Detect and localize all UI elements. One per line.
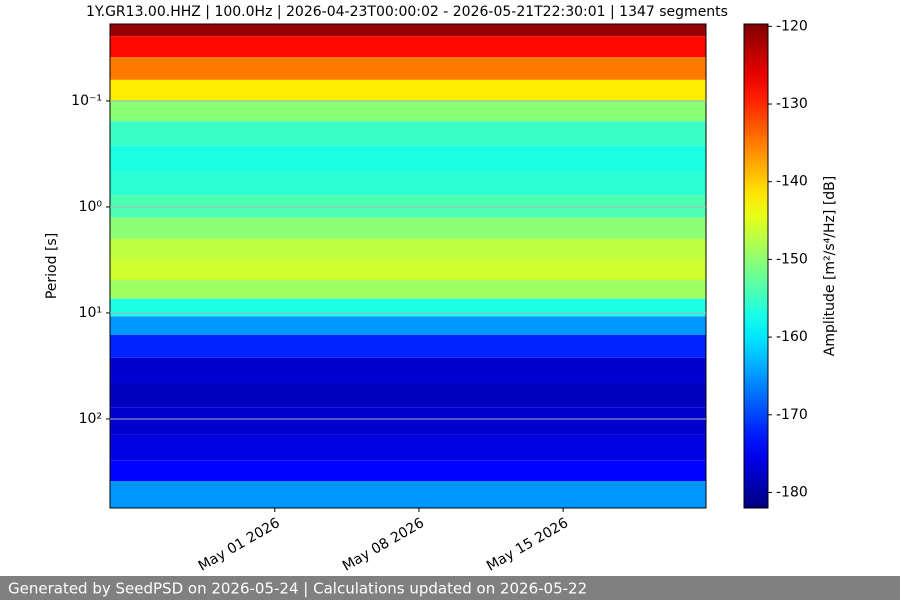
heatmap-row xyxy=(110,171,706,196)
y-tick-label: 10² xyxy=(79,411,102,427)
heatmap-row xyxy=(110,259,706,281)
heatmap-row xyxy=(110,407,706,435)
y-tick-label: 10⁰ xyxy=(79,199,103,215)
colorbar xyxy=(743,23,769,509)
heatmap-row xyxy=(110,121,706,146)
heatmap-row xyxy=(110,460,706,482)
heatmap-row xyxy=(110,357,706,384)
x-tick-label: May 01 2026 xyxy=(196,515,283,575)
heatmap-row xyxy=(110,481,706,508)
colorbar-tick-label: -140 xyxy=(776,174,808,190)
heatmap-row xyxy=(110,434,706,461)
heatmap-row xyxy=(110,238,706,260)
heatmap-row xyxy=(110,57,706,80)
colorbar-label: Amplitude [m²/s⁴/Hz] [dB] xyxy=(822,176,838,356)
y-tick-label: 10⁻¹ xyxy=(71,93,102,109)
colorbar-tick-label: -130 xyxy=(776,96,808,112)
colorbar-tick-label: -150 xyxy=(776,251,808,267)
x-tick-label: May 08 2026 xyxy=(340,515,427,575)
heatmap-row xyxy=(110,334,706,358)
x-tick-label: May 15 2026 xyxy=(484,515,571,575)
heatmap-row xyxy=(110,298,706,317)
heatmap-row xyxy=(110,280,706,299)
footer: Generated by SeedPSD on 2026-05-24 | Cal… xyxy=(8,580,587,598)
footer-bar xyxy=(0,576,900,600)
colorbar-tick-label: -170 xyxy=(776,407,808,423)
heatmap-row xyxy=(110,316,706,335)
y-tick-label: 10¹ xyxy=(79,305,102,321)
heatmap-row xyxy=(110,100,706,122)
y-axis-label: Period [s] xyxy=(44,233,60,299)
heatmap-row xyxy=(110,79,706,101)
colorbar-tick-label: -180 xyxy=(776,484,808,500)
heatmap-row xyxy=(110,145,706,172)
heatmap-row xyxy=(110,36,706,58)
heatmap-row xyxy=(110,24,706,37)
heatmap-row xyxy=(110,383,706,408)
chart-title: 1Y.GR13.00.HHZ | 100.0Hz | 2026-04-23T00… xyxy=(86,4,728,20)
colorbar-tick-label: -160 xyxy=(776,329,808,345)
plot-frame xyxy=(109,23,707,509)
heatmap-row xyxy=(110,217,706,239)
colorbar-tick-label: -120 xyxy=(776,18,808,34)
